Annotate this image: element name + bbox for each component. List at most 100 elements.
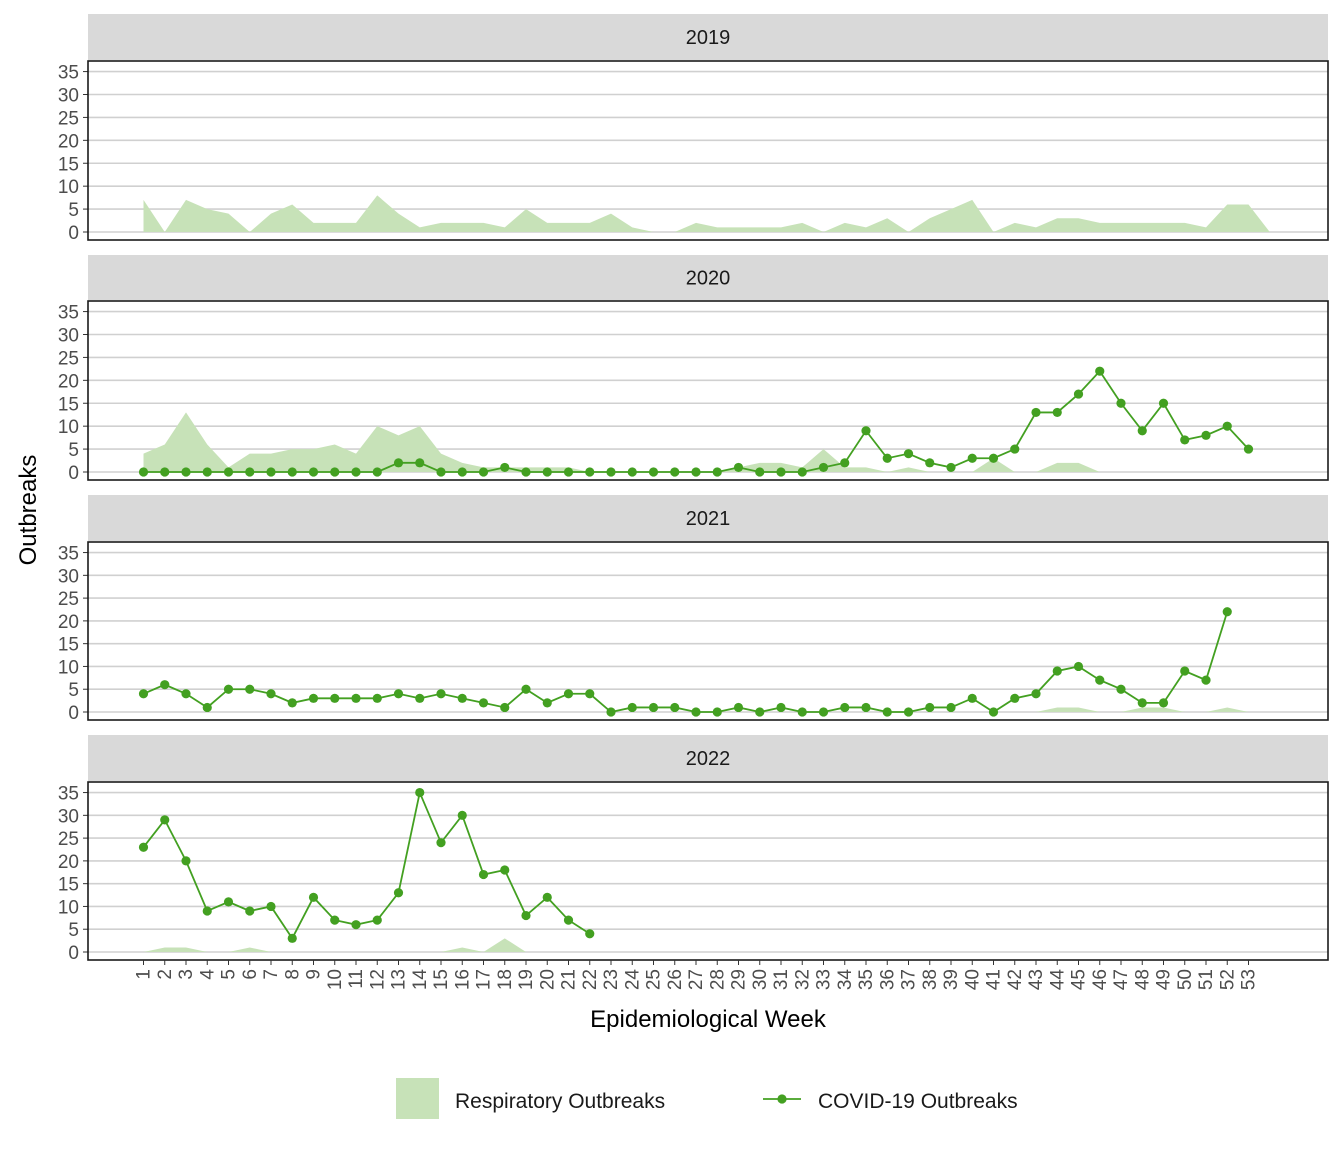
- x-tick-label: 52: [1217, 969, 1238, 990]
- covid-line: [143, 611, 1229, 714]
- covid-point: [500, 702, 510, 713]
- covid-point: [542, 892, 552, 902]
- covid-point: [627, 702, 637, 713]
- x-tick-label: 38: [920, 969, 941, 990]
- covid-point: [712, 707, 722, 717]
- y-tick-label: 15: [58, 875, 79, 896]
- covid-point: [478, 467, 489, 477]
- panel-border: [87, 541, 1329, 721]
- x-tick-label: 45: [1069, 969, 1090, 990]
- covid-point: [351, 693, 361, 703]
- covid-point: [563, 467, 574, 477]
- x-tick-label: 12: [367, 969, 388, 990]
- panel-border: [87, 300, 1329, 481]
- covid-point: [903, 707, 914, 717]
- covid-point: [330, 915, 340, 925]
- covid-point: [648, 702, 659, 713]
- y-tick-label: 35: [58, 63, 79, 84]
- x-tick-label: 23: [601, 969, 622, 990]
- legend-covid-label: COVID-19 Outbreaks: [818, 1090, 1018, 1113]
- x-tick-label: 47: [1111, 969, 1132, 990]
- covid-point: [606, 707, 616, 717]
- covid-point: [818, 462, 829, 473]
- covid-point: [840, 458, 850, 468]
- covid-point: [1095, 675, 1105, 685]
- covid-point: [925, 702, 935, 713]
- covid-point: [393, 458, 404, 468]
- covid-point: [691, 467, 701, 477]
- covid-point: [308, 467, 319, 477]
- y-tick-label: 10: [58, 417, 79, 438]
- covid-point: [223, 684, 234, 694]
- covid-point: [776, 467, 786, 477]
- covid-point: [393, 888, 404, 898]
- x-tick-label: 49: [1154, 969, 1175, 990]
- covid-point: [521, 684, 531, 694]
- x-tick-label: 9: [304, 969, 325, 980]
- covid-point: [733, 702, 744, 713]
- x-tick-label: 39: [941, 969, 962, 990]
- covid-point: [223, 467, 234, 477]
- facet-strip-label: 2021: [686, 508, 731, 530]
- covid-point: [1010, 693, 1020, 703]
- respiratory-area: [143, 707, 1249, 712]
- x-tick-label: 33: [814, 969, 835, 990]
- covid-point: [776, 702, 786, 713]
- x-tick-label: 32: [792, 969, 813, 990]
- x-tick-label: 3: [176, 969, 197, 980]
- facet-strip-label: 2022: [686, 748, 731, 770]
- y-tick-label: 25: [58, 108, 79, 129]
- covid-point: [372, 693, 382, 703]
- y-tick-label: 35: [58, 303, 79, 324]
- x-tick-label: 26: [665, 969, 686, 990]
- x-tick-label: 11: [346, 969, 367, 989]
- covid-point: [415, 693, 425, 703]
- facet-strip: [88, 14, 1328, 60]
- x-tick-label: 1: [134, 969, 155, 980]
- covid-point: [946, 702, 956, 713]
- y-tick-label: 30: [58, 86, 79, 107]
- covid-point: [372, 467, 382, 477]
- covid-point: [181, 856, 191, 866]
- covid-point: [202, 906, 212, 916]
- covid-point: [500, 865, 510, 875]
- covid-point: [1201, 430, 1211, 440]
- covid-point: [500, 462, 510, 473]
- legend-covid-marker: [777, 1094, 787, 1104]
- y-tick-label: 15: [58, 394, 79, 415]
- covid-point: [861, 426, 871, 436]
- y-tick-label: 5: [68, 920, 79, 941]
- covid-line: [142, 789, 591, 941]
- covid-point: [1158, 698, 1169, 708]
- covid-point: [372, 915, 382, 925]
- covid-point: [1158, 398, 1169, 408]
- x-tick-label: 48: [1132, 969, 1153, 990]
- covid-point: [1137, 698, 1147, 708]
- covid-point: [266, 901, 276, 912]
- x-tick-label: 51: [1196, 969, 1217, 990]
- covid-point: [160, 815, 170, 825]
- covid-point: [1180, 666, 1190, 676]
- y-tick-label: 5: [68, 200, 79, 221]
- covid-point: [245, 906, 255, 916]
- y-tick-label: 10: [58, 897, 79, 918]
- y-tick-label: 35: [58, 544, 79, 565]
- x-tick-label: 50: [1175, 969, 1196, 990]
- covid-point: [457, 467, 467, 477]
- y-tick-label: 10: [58, 657, 79, 678]
- panel-border: [87, 781, 1329, 961]
- covid-point: [478, 698, 489, 708]
- respiratory-area: [143, 412, 1249, 472]
- covid-point: [308, 693, 319, 703]
- y-tick-label: 0: [68, 703, 79, 724]
- covid-point: [223, 897, 234, 907]
- x-axis-title: Epidemiological Week: [590, 1006, 827, 1033]
- x-tick-label: 44: [1047, 969, 1068, 991]
- covid-point: [1073, 661, 1084, 672]
- x-tick-label: 29: [729, 969, 750, 990]
- covid-point: [542, 467, 552, 477]
- covid-point: [840, 702, 850, 713]
- covid-point: [1222, 421, 1232, 431]
